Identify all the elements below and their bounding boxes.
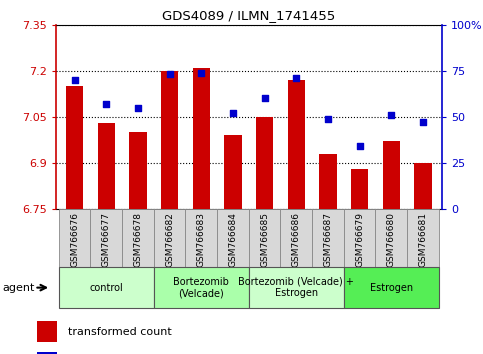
Bar [414, 163, 432, 209]
Point [419, 120, 427, 125]
Bar [217, 209, 249, 267]
Text: GSM766677: GSM766677 [102, 212, 111, 267]
Text: Bortezomib (Velcade) +
Estrogen: Bortezomib (Velcade) + Estrogen [238, 277, 354, 298]
Bar [383, 141, 400, 209]
Bar [37, 321, 57, 342]
Bar [193, 68, 210, 209]
Text: GSM766685: GSM766685 [260, 212, 269, 267]
Point [229, 110, 237, 116]
Point [166, 72, 173, 77]
Text: GSM766678: GSM766678 [133, 212, 142, 267]
Point [356, 143, 364, 149]
Bar [59, 267, 154, 308]
Text: GSM766680: GSM766680 [387, 212, 396, 267]
Text: GSM766679: GSM766679 [355, 212, 364, 267]
Text: GSM766686: GSM766686 [292, 212, 301, 267]
Point [71, 77, 78, 83]
Text: GSM766683: GSM766683 [197, 212, 206, 267]
Text: control: control [89, 282, 123, 293]
Bar [256, 117, 273, 209]
Point [292, 75, 300, 81]
Bar [129, 132, 147, 209]
Point [261, 96, 269, 101]
Bar [319, 154, 337, 209]
Bar [98, 123, 115, 209]
Text: agent: agent [3, 282, 35, 293]
Text: transformed count: transformed count [68, 327, 171, 337]
Point [102, 101, 110, 107]
Text: Bortezomib
(Velcade): Bortezomib (Velcade) [173, 277, 229, 298]
Bar [287, 80, 305, 209]
Bar [281, 209, 312, 267]
Bar [154, 209, 185, 267]
Point [387, 112, 395, 118]
Text: GSM766676: GSM766676 [70, 212, 79, 267]
Bar [59, 209, 90, 267]
Text: Estrogen: Estrogen [369, 282, 413, 293]
Bar [375, 209, 407, 267]
Bar [344, 209, 375, 267]
Bar [249, 267, 344, 308]
Bar [224, 135, 242, 209]
Bar [154, 267, 249, 308]
Text: GSM766681: GSM766681 [418, 212, 427, 267]
Bar [90, 209, 122, 267]
Bar [161, 71, 178, 209]
Text: GSM766687: GSM766687 [324, 212, 332, 267]
Point [134, 105, 142, 110]
Title: GDS4089 / ILMN_1741455: GDS4089 / ILMN_1741455 [162, 9, 335, 22]
Bar [249, 209, 281, 267]
Bar [344, 267, 439, 308]
Bar [37, 352, 57, 354]
Bar [407, 209, 439, 267]
Text: GSM766684: GSM766684 [228, 212, 238, 267]
Bar [185, 209, 217, 267]
Bar [351, 169, 369, 209]
Point [324, 116, 332, 121]
Text: GSM766682: GSM766682 [165, 212, 174, 267]
Bar [312, 209, 344, 267]
Point [198, 70, 205, 75]
Bar [66, 86, 83, 209]
Bar [122, 209, 154, 267]
